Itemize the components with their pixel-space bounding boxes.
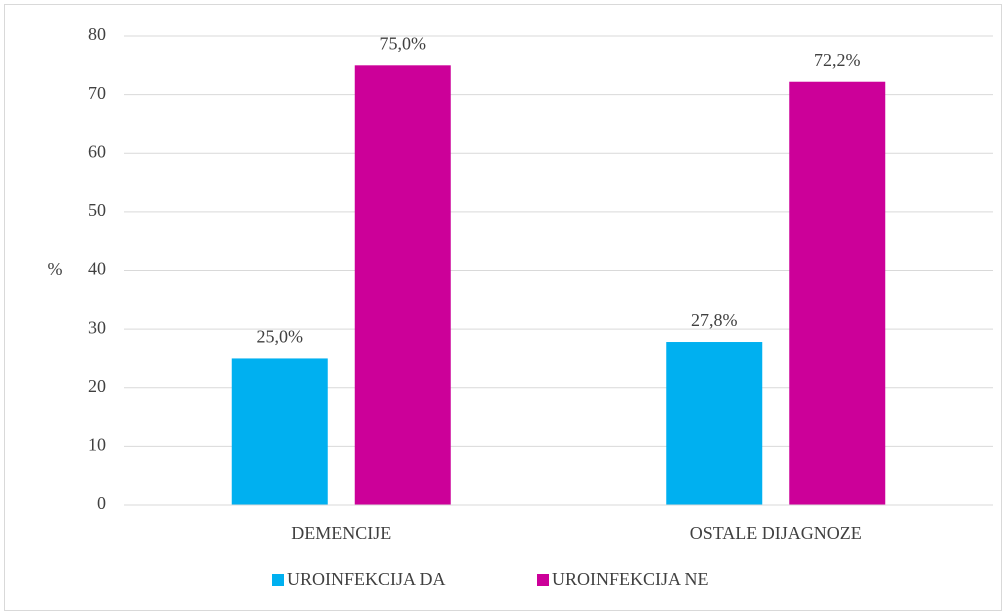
data-label: 72,2%: [814, 50, 861, 70]
bar: [354, 65, 451, 505]
legend-swatch: [537, 574, 549, 586]
x-tick-label: DEMENCIJE: [291, 523, 391, 543]
legend-swatch: [272, 574, 284, 586]
data-label: 25,0%: [257, 327, 304, 347]
y-tick-label: 10: [88, 435, 106, 455]
bar: [666, 342, 763, 505]
legend-label: UROINFEKCIJA DA: [287, 569, 446, 589]
bar: [789, 81, 886, 505]
data-label: 75,0%: [380, 33, 427, 53]
y-tick-label: 50: [88, 200, 106, 220]
y-tick-label: 80: [88, 24, 106, 44]
x-tick-label: OSTALE DIJAGNOZE: [690, 523, 862, 543]
y-tick-label: 70: [88, 83, 106, 103]
bar: [231, 358, 328, 505]
data-label: 27,8%: [691, 310, 738, 330]
y-tick-label: 40: [88, 259, 106, 279]
y-tick-label: 0: [97, 493, 106, 513]
y-tick-label: 30: [88, 317, 106, 337]
y-tick-label: 60: [88, 141, 106, 161]
y-tick-label: 20: [88, 376, 106, 396]
y-axis-label: %: [48, 259, 63, 279]
legend-label: UROINFEKCIJA NE: [552, 569, 709, 589]
